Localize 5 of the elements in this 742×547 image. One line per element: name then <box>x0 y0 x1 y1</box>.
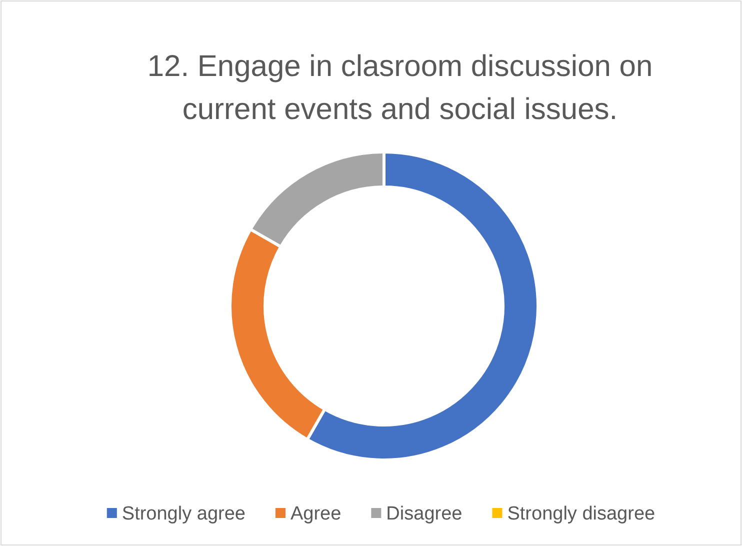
chart-title: 12. Engage in clasroom discussion on current events and social issues. <box>147 50 653 126</box>
legend-label: Disagree <box>386 504 462 525</box>
legend-label: Strongly agree <box>122 504 246 525</box>
legend-label: Agree <box>290 504 342 525</box>
legend-label: Strongly disagree <box>507 504 656 525</box>
